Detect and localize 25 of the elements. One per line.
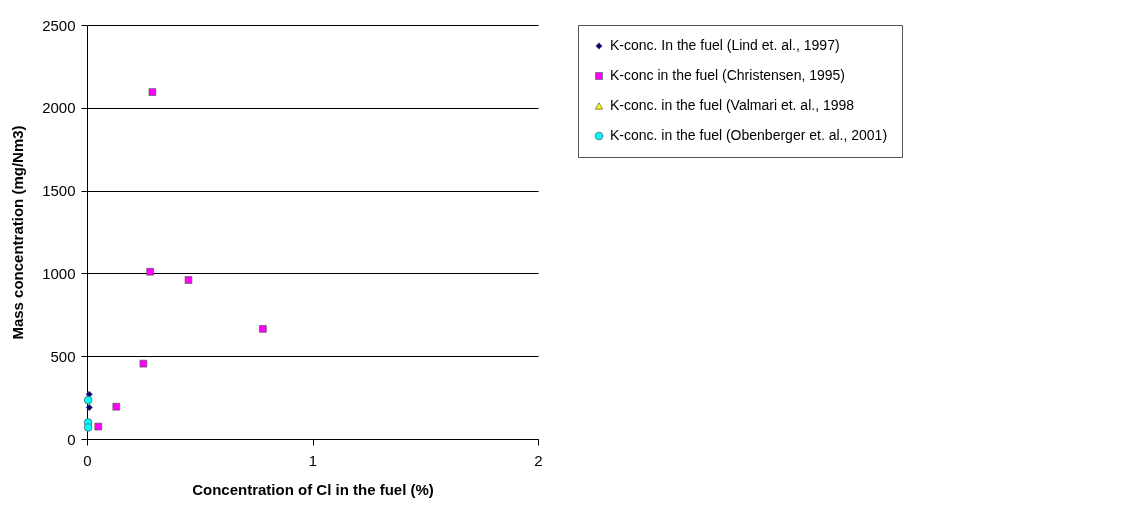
y-tick-label: 0 [67,430,76,448]
y-tick-label: 1000 [42,264,76,282]
point [112,402,121,411]
y-tick-label: 500 [50,347,76,365]
y-tick-label: 2500 [42,16,76,34]
point [259,325,267,333]
x-tick-label: 2 [534,451,543,469]
point [148,88,157,96]
point [146,267,154,276]
point [85,404,93,412]
legend-label: K-conc. in the fuel (Obenberger et. al., 2001) [610,127,888,143]
point [83,423,93,432]
legend-label: K-conc. In the fuel (Lind et. al., 1997) [610,37,840,53]
point [83,395,93,405]
x-tick-label: 1 [308,451,318,469]
legend-label: K-conc. in the fuel (Valmari et. al., 1998 [610,97,855,113]
y-axis-title: Mass concentration (mg/Nm3) [9,125,27,340]
x-tick-label: 0 [83,451,92,469]
point [184,276,193,284]
y-tick-label: 2000 [42,99,76,117]
point [94,422,103,431]
legend-label: K-conc in the fuel (Christensen, 1995) [610,67,846,83]
y-tick-label: 1500 [42,182,76,200]
x-axis-title: Concentration of Cl in the fuel (%) [192,480,434,498]
point [139,359,148,368]
